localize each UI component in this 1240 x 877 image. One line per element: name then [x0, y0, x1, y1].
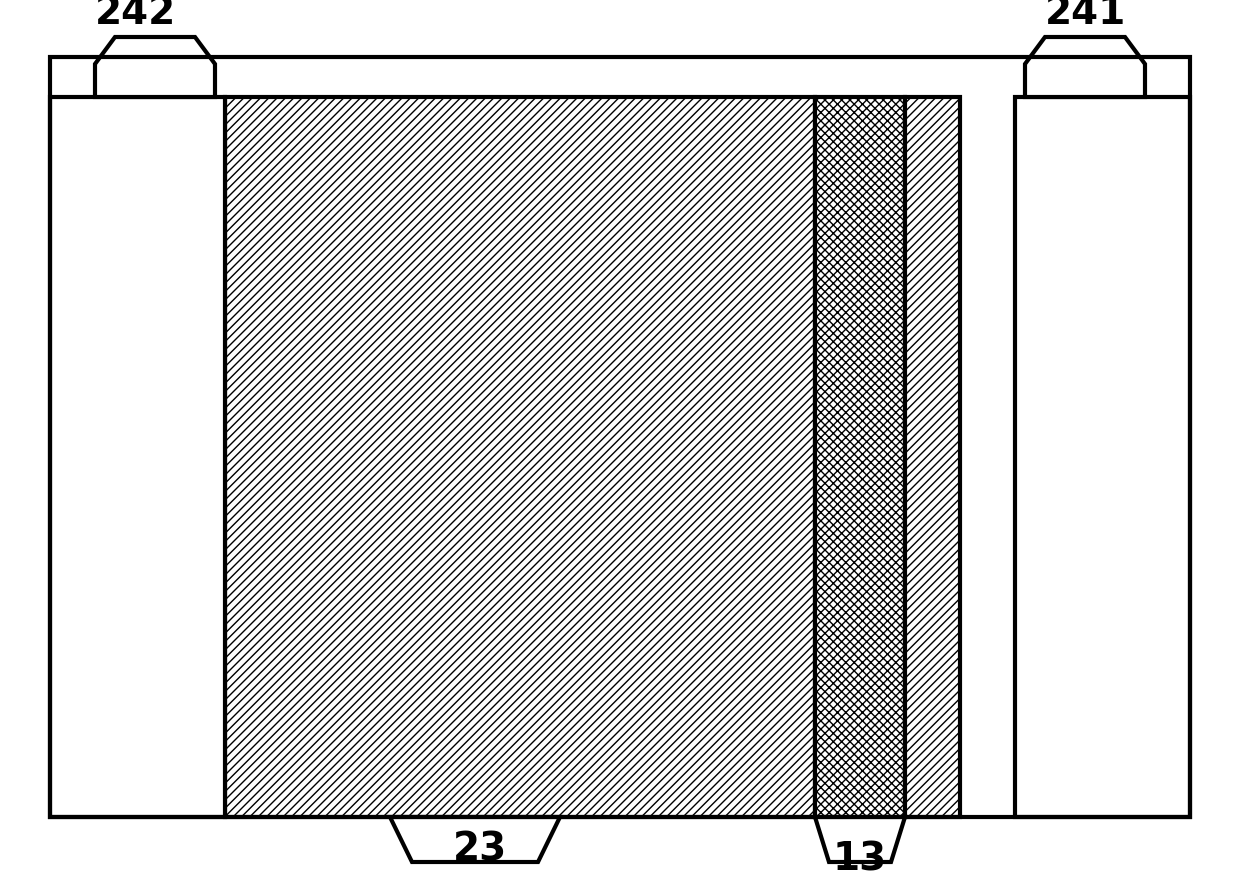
Text: 23: 23 [453, 830, 507, 868]
Polygon shape [1025, 38, 1145, 98]
Bar [905, 98, 960, 817]
Bar [50, 58, 1190, 817]
Polygon shape [95, 38, 215, 98]
Bar [224, 98, 815, 817]
Polygon shape [815, 817, 905, 862]
Polygon shape [391, 817, 560, 862]
Bar [815, 98, 905, 817]
Bar [50, 98, 224, 817]
Bar [1016, 98, 1190, 817]
Text: 242: 242 [94, 0, 176, 32]
Text: 241: 241 [1044, 0, 1126, 32]
Text: 13: 13 [833, 840, 887, 877]
